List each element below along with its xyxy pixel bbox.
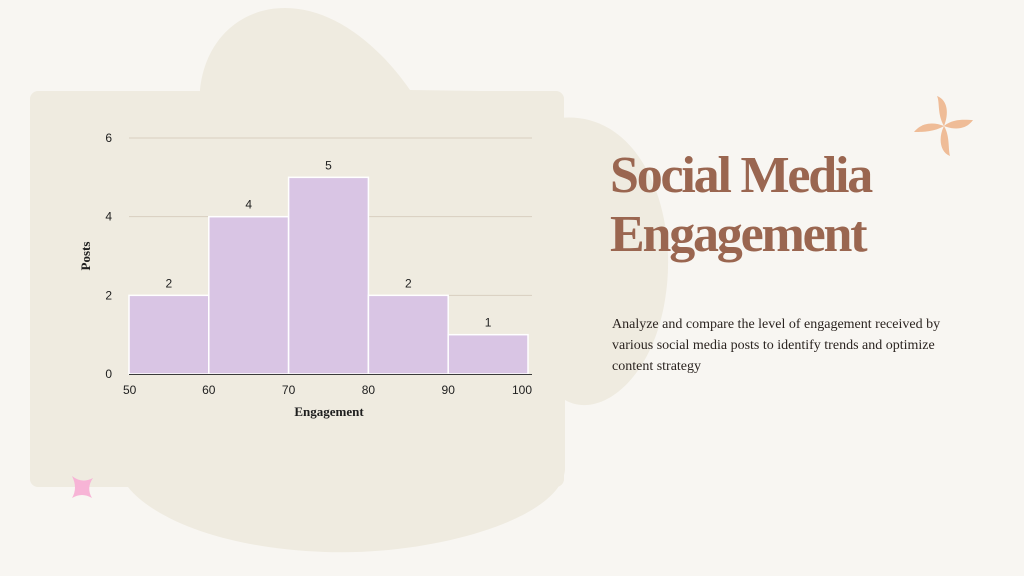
bar-data-label: 4 — [245, 198, 252, 212]
bar-data-label: 2 — [405, 276, 412, 290]
sparkle-icon — [72, 476, 93, 498]
slide-description: Analyze and compare the level of engagem… — [612, 317, 941, 374]
histogram-bar — [367, 294, 449, 375]
x-tick-label: 80 — [362, 383, 376, 397]
x-axis-title: Engagement — [294, 404, 364, 419]
bar-data-label: 1 — [485, 316, 492, 330]
flower-petal-top — [937, 96, 947, 126]
slide-title: Social Media Engagement — [610, 147, 873, 263]
flower-petal-left — [914, 123, 944, 132]
bar-data-label: 2 — [166, 276, 173, 290]
x-tick-label: 60 — [202, 383, 216, 397]
x-tick-label: 100 — [512, 383, 532, 397]
y-tick-label: 6 — [105, 131, 112, 145]
histogram-bar — [447, 333, 529, 375]
y-tick-label: 0 — [105, 367, 112, 381]
y-tick-label: 4 — [105, 210, 112, 224]
x-tick-label: 50 — [123, 383, 137, 397]
y-axis-title: Posts — [78, 242, 93, 271]
histogram-bar — [287, 176, 370, 375]
x-tick-label: 70 — [282, 383, 296, 397]
flower-icon — [914, 96, 973, 156]
histogram-bar — [208, 215, 290, 375]
bar-data-label: 5 — [325, 158, 332, 172]
y-tick-label: 2 — [105, 288, 112, 302]
flower-petal-bottom — [940, 126, 950, 156]
x-tick-label: 90 — [442, 383, 456, 397]
flower-petal-right — [944, 119, 973, 129]
